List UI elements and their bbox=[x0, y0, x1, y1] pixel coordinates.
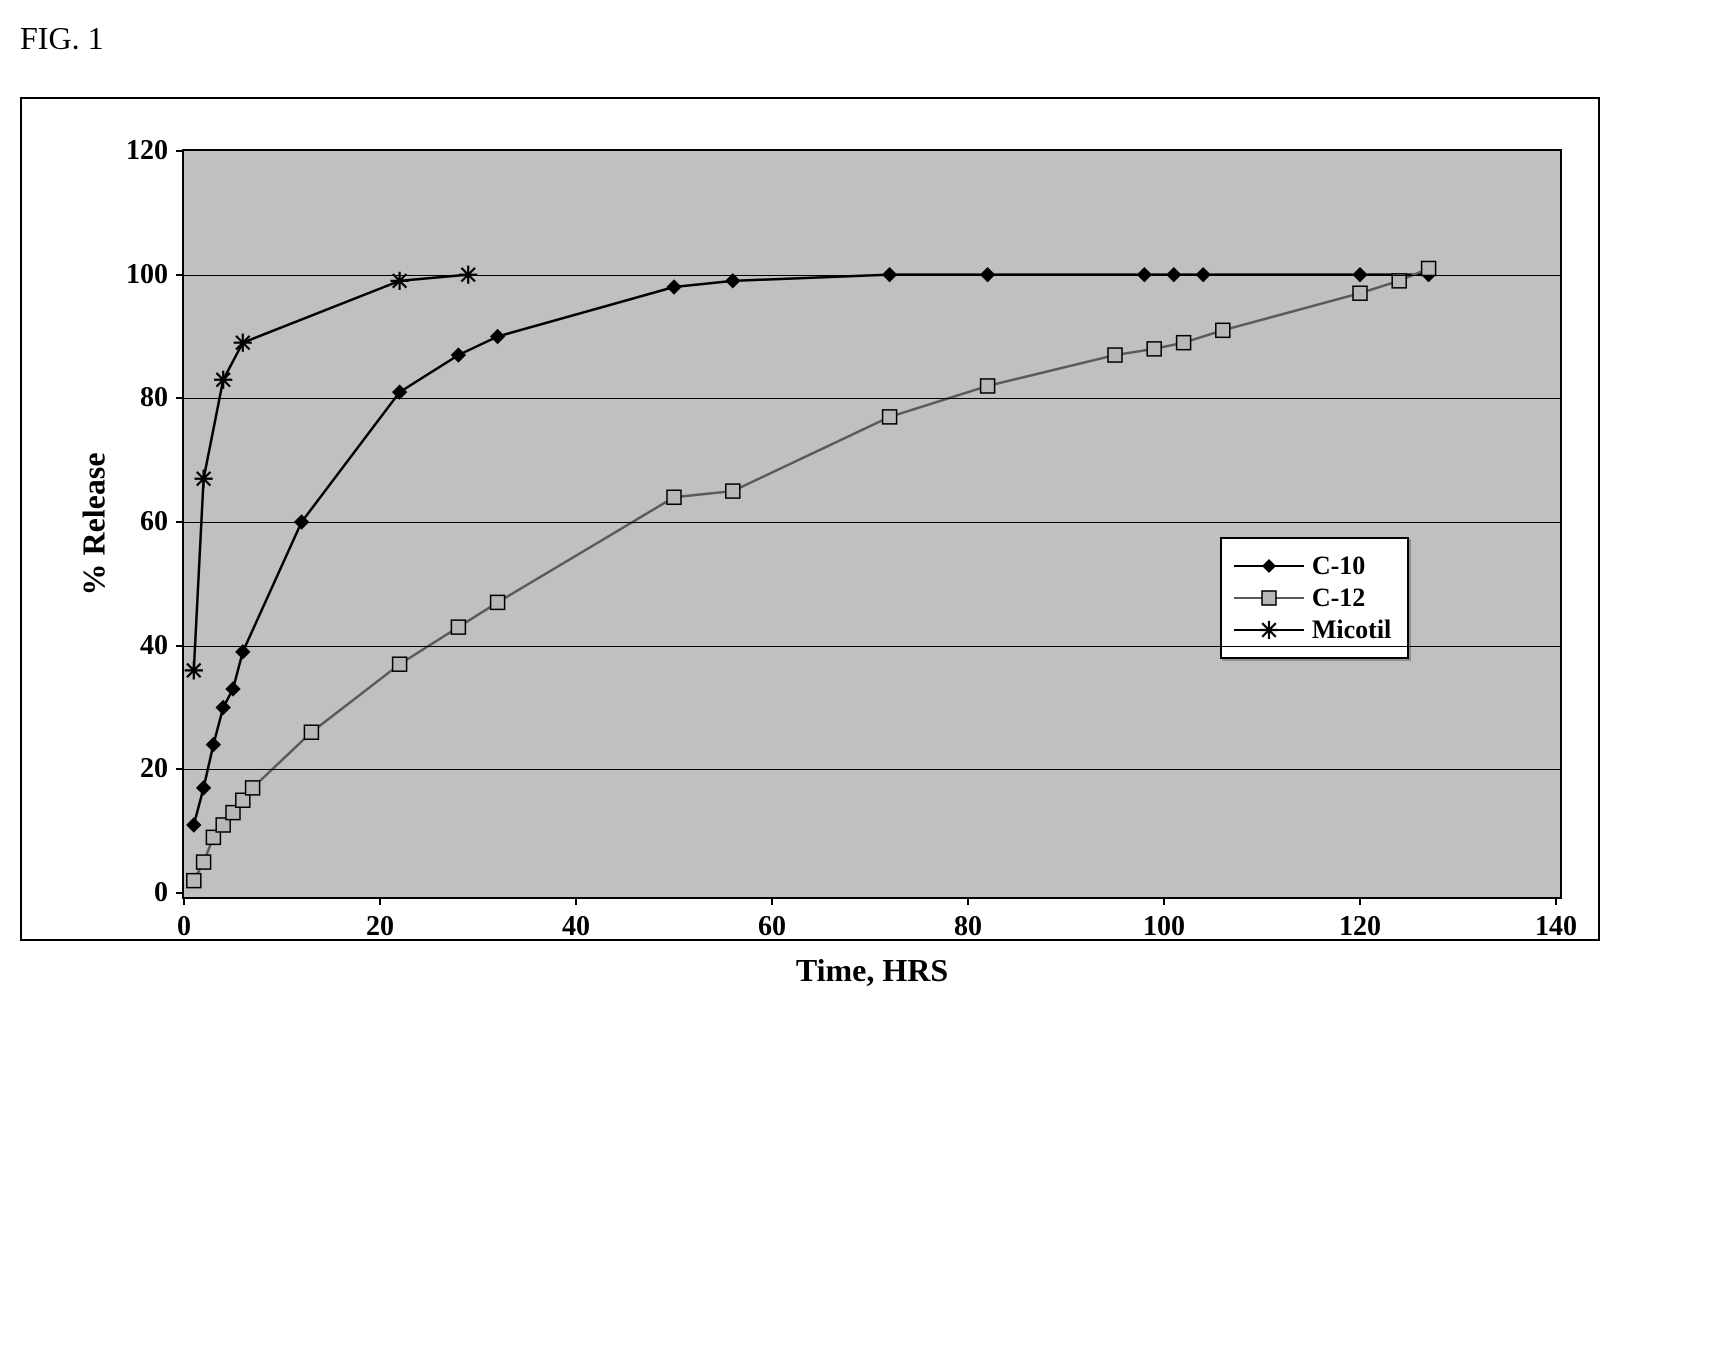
x-tick bbox=[967, 897, 969, 905]
y-tick-label: 80 bbox=[140, 382, 168, 414]
legend-swatch bbox=[1234, 620, 1304, 640]
y-tick bbox=[176, 521, 184, 523]
series-line-micotil bbox=[194, 275, 468, 671]
gridline-h bbox=[184, 522, 1560, 523]
marker-diamond bbox=[726, 274, 740, 288]
marker-square bbox=[1392, 274, 1406, 288]
x-tick-label: 40 bbox=[562, 911, 590, 943]
marker-square bbox=[1422, 261, 1436, 275]
marker-square bbox=[1353, 286, 1367, 300]
x-tick bbox=[1555, 897, 1557, 905]
x-tick bbox=[771, 897, 773, 905]
figure-label: FIG. 1 bbox=[20, 20, 1696, 57]
legend-label: C-10 bbox=[1312, 551, 1365, 581]
gridline-h bbox=[184, 646, 1560, 647]
marker-square bbox=[187, 874, 201, 888]
legend-label: C-12 bbox=[1312, 583, 1365, 613]
gridline-h bbox=[184, 769, 1560, 770]
marker-square bbox=[1108, 348, 1122, 362]
y-tick-label: 100 bbox=[126, 259, 168, 291]
marker-asterisk bbox=[185, 661, 203, 679]
y-tick-label: 40 bbox=[140, 630, 168, 662]
marker-diamond bbox=[197, 781, 211, 795]
y-tick-label: 60 bbox=[140, 506, 168, 538]
y-tick bbox=[176, 768, 184, 770]
legend-row: C-12 bbox=[1234, 583, 1391, 613]
marker-square bbox=[981, 379, 995, 393]
x-tick bbox=[1359, 897, 1361, 905]
marker-diamond bbox=[236, 645, 250, 659]
marker-diamond bbox=[491, 330, 505, 344]
x-tick-label: 120 bbox=[1339, 911, 1381, 943]
x-tick bbox=[575, 897, 577, 905]
x-tick-label: 80 bbox=[954, 911, 982, 943]
marker-diamond bbox=[226, 682, 240, 696]
x-tick-label: 100 bbox=[1143, 911, 1185, 943]
y-tick-label: 0 bbox=[154, 877, 168, 909]
marker-asterisk bbox=[234, 334, 252, 352]
chart-wrap: C-10C-12Micotil % Release Time, HRS 0204… bbox=[182, 149, 1538, 899]
marker-diamond bbox=[216, 701, 230, 715]
y-axis-title: % Release bbox=[76, 452, 113, 595]
y-tick bbox=[176, 397, 184, 399]
marker-square bbox=[393, 657, 407, 671]
x-tick bbox=[1163, 897, 1165, 905]
y-tick bbox=[176, 892, 184, 894]
legend-swatch bbox=[1234, 588, 1304, 608]
legend: C-10C-12Micotil bbox=[1220, 537, 1409, 659]
gridline-h bbox=[184, 275, 1560, 276]
marker-square bbox=[246, 781, 260, 795]
y-tick-label: 20 bbox=[140, 753, 168, 785]
x-tick bbox=[379, 897, 381, 905]
legend-swatch bbox=[1234, 556, 1304, 576]
plot-area: C-10C-12Micotil % Release Time, HRS 0204… bbox=[182, 149, 1562, 899]
x-axis-title: Time, HRS bbox=[796, 952, 948, 989]
marker-square bbox=[883, 410, 897, 424]
chart-frame: C-10C-12Micotil % Release Time, HRS 0204… bbox=[20, 97, 1600, 941]
marker-square bbox=[304, 725, 318, 739]
x-tick-label: 0 bbox=[177, 911, 191, 943]
x-tick-label: 140 bbox=[1535, 911, 1577, 943]
marker-diamond bbox=[451, 348, 465, 362]
y-tick bbox=[176, 274, 184, 276]
chart-svg bbox=[184, 151, 1560, 897]
marker-diamond bbox=[206, 738, 220, 752]
x-tick bbox=[183, 897, 185, 905]
y-tick bbox=[176, 150, 184, 152]
x-tick-label: 60 bbox=[758, 911, 786, 943]
marker-diamond bbox=[667, 280, 681, 294]
marker-square bbox=[451, 620, 465, 634]
marker-diamond bbox=[187, 818, 201, 832]
y-tick bbox=[176, 645, 184, 647]
marker-asterisk bbox=[214, 371, 232, 389]
legend-row: Micotil bbox=[1234, 615, 1391, 645]
marker-square bbox=[726, 484, 740, 498]
marker-square bbox=[1147, 342, 1161, 356]
y-tick-label: 120 bbox=[126, 135, 168, 167]
legend-label: Micotil bbox=[1312, 615, 1391, 645]
marker-square bbox=[491, 595, 505, 609]
marker-square bbox=[1216, 323, 1230, 337]
gridline-h bbox=[184, 398, 1560, 399]
x-tick-label: 20 bbox=[366, 911, 394, 943]
marker-square bbox=[197, 855, 211, 869]
legend-row: C-10 bbox=[1234, 551, 1391, 581]
marker-square bbox=[667, 490, 681, 504]
marker-square bbox=[1177, 336, 1191, 350]
marker-asterisk bbox=[195, 470, 213, 488]
